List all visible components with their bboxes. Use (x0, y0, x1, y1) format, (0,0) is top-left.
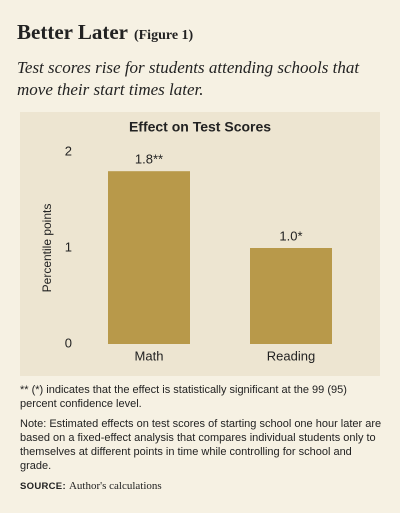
source-label: SOURCE: (20, 481, 66, 492)
source-text: Author's calculations (68, 480, 162, 492)
source: SOURCE: Author's calculations (20, 479, 382, 494)
figure-number: (Figure 1) (133, 28, 194, 43)
bar (108, 171, 190, 344)
y-axis-label: Percentile points (40, 204, 54, 293)
notes: ** (*) indicates that the effect is stat… (20, 383, 382, 500)
value-label: 1.8** (135, 152, 163, 167)
method-note: Note: Estimated effects on test scores o… (20, 418, 382, 472)
title: Better Later (17, 20, 128, 44)
y-tick-label: 0 (65, 335, 72, 350)
y-tick-label: 1 (65, 239, 72, 254)
figure-title: Better Later (Figure 1) (17, 20, 193, 45)
chart-title: Effect on Test Scores (129, 119, 271, 135)
bar (250, 248, 332, 344)
x-tick-label: Math (135, 348, 164, 363)
value-label: 1.0* (279, 228, 302, 243)
subtitle: Test scores rise for students attending … (17, 58, 360, 99)
x-tick-label: Reading (267, 348, 315, 363)
chart: Effect on Test Scores Percentile points … (20, 112, 380, 376)
significance-note: ** (*) indicates that the effect is stat… (20, 384, 347, 410)
y-tick-label: 2 (65, 143, 72, 158)
